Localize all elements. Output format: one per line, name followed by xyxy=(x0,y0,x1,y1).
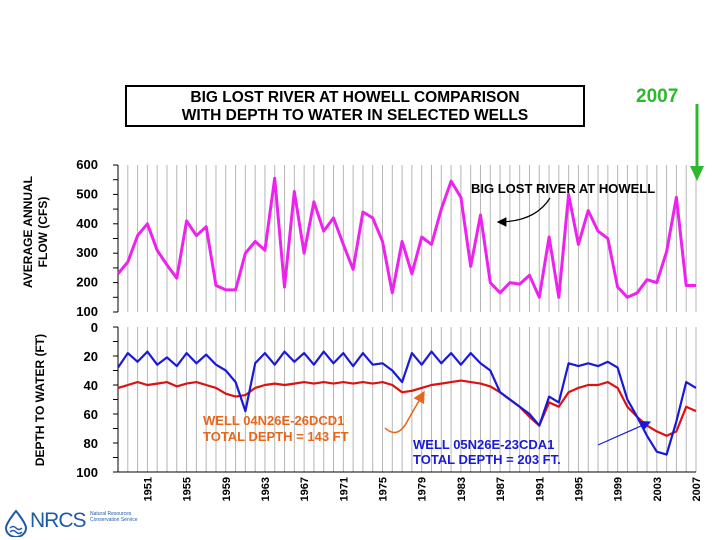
logo-wordmark: NRCS xyxy=(30,509,86,533)
bottom-y-tick-label: 40 xyxy=(84,378,98,393)
logo-subtext: Natural Resources Conservation Service xyxy=(90,511,140,523)
x-tick-label: 1999 xyxy=(613,477,625,501)
bottom-y-axis-title: DEPTH TO WATER (FT) xyxy=(33,334,47,466)
bottom-y-tick-label: 20 xyxy=(84,349,98,364)
well-05n26e-arrow xyxy=(598,422,650,445)
x-tick-label: 1983 xyxy=(456,477,468,501)
x-tick-label: 1979 xyxy=(417,477,429,501)
x-tick-label: 1987 xyxy=(495,477,507,501)
bottom-y-tick-label: 60 xyxy=(84,407,98,422)
x-tick-label: 2007 xyxy=(691,477,703,501)
x-tick-label: 1963 xyxy=(260,477,272,501)
top-y-tick-label: 400 xyxy=(76,216,98,231)
river-annotation-arrow xyxy=(498,198,550,222)
top-y-tick-label: 500 xyxy=(76,186,98,201)
water-drop-icon xyxy=(4,509,28,537)
x-tick-label: 1991 xyxy=(534,477,546,501)
river-flow-line xyxy=(118,178,696,297)
chart-canvas: 6005004003002001000204060801001951 1955 19… xyxy=(0,0,720,540)
x-tick-label: 1967 xyxy=(299,477,311,501)
top-y-tick-label: 600 xyxy=(76,157,98,172)
bottom-y-tick-label: 80 xyxy=(84,436,98,451)
x-tick-label: 1959 xyxy=(221,477,233,501)
x-tick-label: 1971 xyxy=(338,477,350,501)
bottom-y-tick-label: 0 xyxy=(91,320,98,335)
well-04n26e-label: WELL 04N26E-26DCD1 xyxy=(203,413,344,428)
x-tick-label: 1951 xyxy=(142,477,154,501)
top-y-tick-label: 300 xyxy=(76,245,98,260)
top-y-tick-label: 200 xyxy=(76,275,98,290)
top-y-axis-title: FLOW (CFS) xyxy=(36,197,50,268)
x-tick-label: 1955 xyxy=(182,477,194,501)
labels-group: BIG LOST RIVER AT HOWELL WELL 04N26E-26DC… xyxy=(203,104,704,467)
x-tick-label: 1995 xyxy=(573,477,585,501)
x-tick-label: 2003 xyxy=(652,477,664,501)
well-04n26e-depth-label: TOTAL DEPTH = 143 FT xyxy=(203,429,349,444)
well-05n26e-label: WELL 05N26E-23CDA1 xyxy=(413,437,554,452)
river-annotation: BIG LOST RIVER AT HOWELL xyxy=(471,181,655,196)
top-y-axis-title: AVERAGE ANNUAL xyxy=(21,176,35,288)
year-marker-arrow-head xyxy=(690,166,704,181)
x-tick-label: 1975 xyxy=(378,477,390,501)
bottom-y-tick-label: 100 xyxy=(76,465,98,480)
well-04n26e-arrow xyxy=(385,392,424,433)
top-y-tick-label: 100 xyxy=(76,304,98,319)
nrcs-logo: NRCS Natural Resources Conservation Serv… xyxy=(4,509,144,540)
well-05n26e-depth-label: TOTAL DEPTH = 203 FT. xyxy=(413,452,561,467)
